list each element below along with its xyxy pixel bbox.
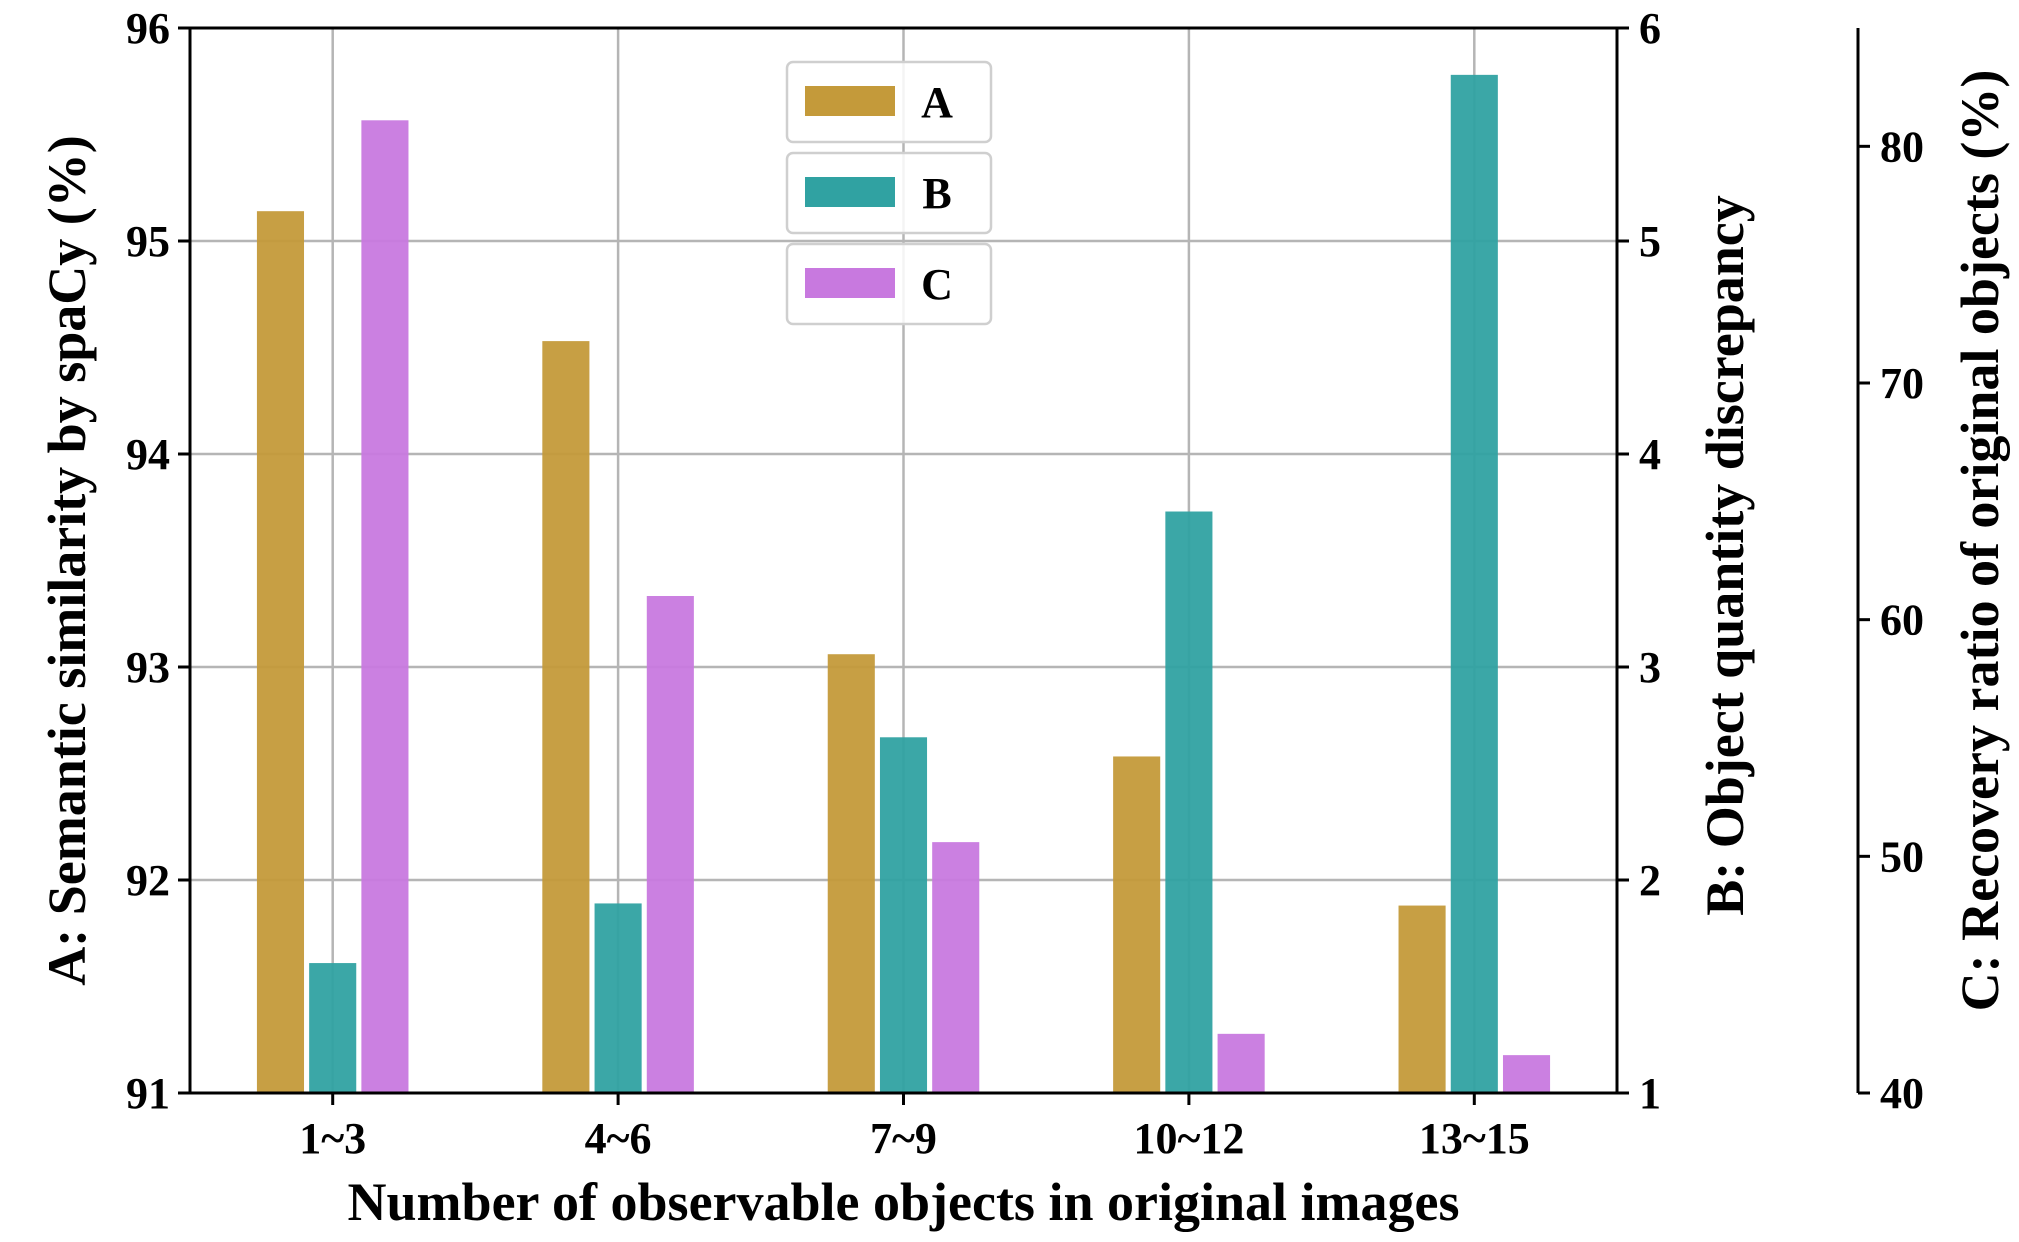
y-tick-label-c: 40	[1880, 1069, 1924, 1118]
y-tick-label-a: 94	[126, 430, 170, 479]
y-axis-title-c: C: Recovery ratio of original objects (%…	[1950, 70, 2010, 1012]
bar-c-5	[1502, 1055, 1551, 1093]
y-tick-label-a: 96	[126, 4, 170, 53]
x-tick-label: 13~15	[1419, 1114, 1530, 1163]
y-tick-label-a: 92	[126, 856, 170, 905]
x-tick-label: 4~6	[585, 1114, 652, 1163]
y-tick-label-b: 2	[1639, 856, 1661, 905]
y-tick-label-c: 50	[1880, 832, 1924, 881]
bar-a-3	[827, 654, 875, 1093]
y-axis-title-a: A: Semantic similarity by spaCy (%)	[37, 135, 97, 985]
bar-b-2	[594, 903, 642, 1093]
bar-c-4	[1217, 1033, 1265, 1093]
legend: ABC	[785, 60, 993, 326]
legend-label-a: A	[921, 78, 953, 127]
y-tick-label-b: 4	[1639, 430, 1661, 479]
y-tick-label-b: 1	[1639, 1069, 1661, 1118]
bar-b-4	[1165, 511, 1213, 1093]
y-tick-label-c: 70	[1880, 359, 1924, 408]
y-tick-label-b: 5	[1639, 217, 1661, 266]
y-tick-label-c: 80	[1880, 122, 1924, 171]
y-tick-label-c: 60	[1880, 596, 1924, 645]
y-tick-label-b: 3	[1639, 643, 1661, 692]
y-tick-label-a: 93	[126, 643, 170, 692]
x-tick-label: 10~12	[1133, 1114, 1244, 1163]
bar-c-1	[361, 120, 409, 1094]
y-axis-title-b: B: Object quantity discrepancy	[1695, 195, 1755, 916]
legend-label-b: B	[922, 169, 951, 218]
x-axis-title: Number of observable objects in original…	[348, 1172, 1460, 1232]
legend-swatch-c	[805, 268, 895, 298]
bar-a-2	[542, 341, 590, 1093]
bar-a-4	[1113, 756, 1161, 1093]
axes: 1~3 4~6 7~9 10~12 13~15 91 92 93 94 95 96 1 2 3 4 5 6 40 5…	[126, 4, 1924, 1163]
legend-label-c: C	[921, 260, 953, 309]
legend-swatch-b	[805, 177, 895, 207]
y-tick-label-a: 91	[126, 1069, 170, 1118]
bars	[256, 74, 1551, 1094]
bar-b-3	[879, 737, 928, 1093]
bar-a-1	[256, 211, 305, 1093]
bar-c-3	[932, 842, 980, 1093]
x-tick-label: 1~3	[299, 1114, 366, 1163]
bar-a-5	[1398, 905, 1446, 1093]
x-tick-label: 7~9	[870, 1114, 937, 1163]
legend-swatch-a	[805, 86, 895, 116]
bar-b-5	[1450, 74, 1498, 1094]
y-tick-label-b: 6	[1639, 4, 1661, 53]
bar-b-1	[309, 963, 357, 1093]
y-tick-label-a: 95	[126, 217, 170, 266]
bar-c-2	[646, 596, 694, 1093]
